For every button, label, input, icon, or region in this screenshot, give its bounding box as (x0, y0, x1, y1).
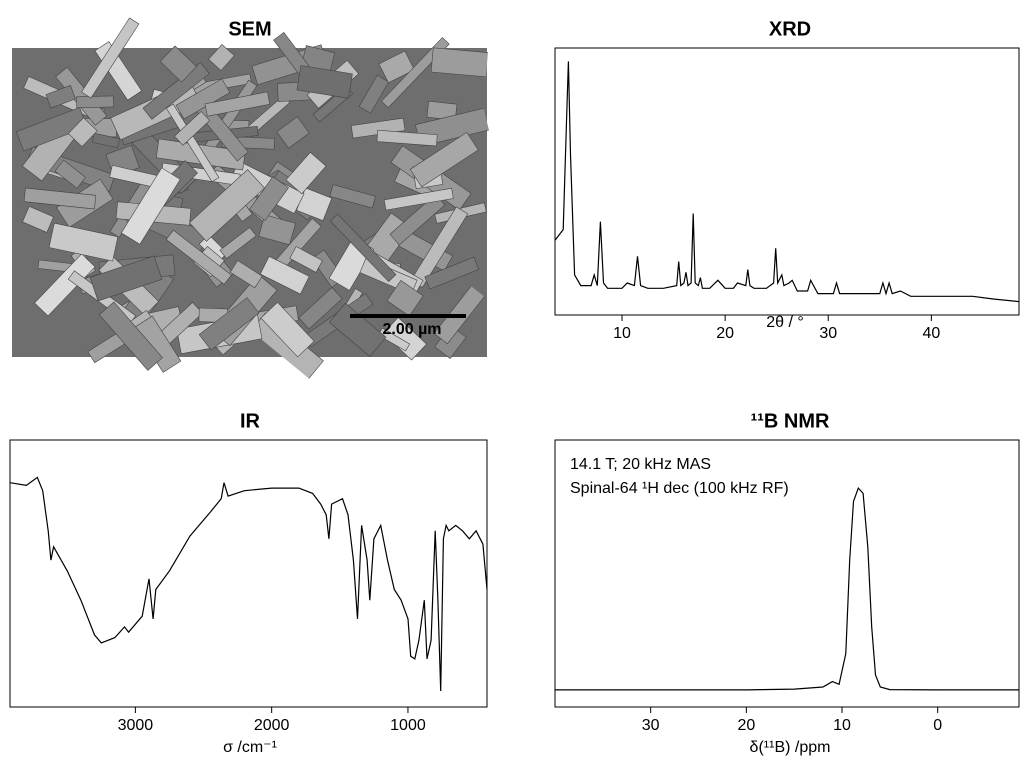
crystal (15, 107, 88, 152)
crystal (383, 187, 454, 211)
crystal (204, 91, 271, 117)
crystal (92, 132, 120, 149)
x-axis-label: σ /cm⁻¹ (223, 739, 277, 756)
x-tick-label: 20 (737, 717, 755, 734)
crystal (219, 226, 257, 260)
crystal (174, 111, 211, 146)
crystal (430, 47, 489, 78)
crystal (34, 253, 96, 317)
crystal (259, 255, 310, 295)
spectrum-line (555, 486, 1019, 691)
crystal (81, 17, 140, 99)
crystal (329, 184, 376, 209)
crystal (258, 214, 296, 246)
crystal (159, 45, 197, 83)
crystal (296, 65, 353, 99)
crystal (276, 116, 310, 149)
panel-title: ¹¹B NMR (751, 410, 830, 432)
crystal (23, 187, 97, 210)
crystal (120, 167, 181, 245)
crystal (378, 50, 415, 84)
x-axis-label: δ(¹¹B) /ppm (750, 739, 831, 756)
crystal (329, 213, 397, 283)
crystal (54, 159, 86, 189)
crystal (328, 302, 387, 357)
x-tick-label: 0 (933, 717, 942, 734)
x-tick-label: 20 (716, 325, 734, 342)
crystal (380, 37, 450, 109)
x-tick-label: 3000 (118, 717, 154, 734)
plot-frame (554, 439, 1020, 708)
crystal (376, 129, 438, 147)
crystal (260, 301, 315, 358)
x-tick-label: 10 (833, 717, 851, 734)
panel-title: SEM (228, 18, 271, 40)
x-tick-label: 2000 (254, 717, 290, 734)
scale-bar-label: 2.00 µm (382, 321, 441, 338)
crystal (89, 255, 163, 302)
x-tick-label: 30 (642, 717, 660, 734)
crystal (358, 74, 390, 114)
spectrum-line (9, 476, 488, 692)
plot-frame (9, 439, 488, 708)
crystal (382, 317, 427, 361)
x-tick-label: 30 (819, 325, 837, 342)
crystal (67, 117, 98, 148)
crystal (48, 222, 119, 262)
crystal (298, 286, 343, 330)
panel-title: XRD (769, 18, 811, 40)
crystal (142, 62, 210, 120)
crystal (377, 327, 411, 352)
x-tick-label: 40 (922, 325, 940, 342)
annotation: 14.1 T; 20 kHz MAS (570, 456, 711, 473)
crystal (188, 169, 265, 242)
crystal (249, 176, 289, 221)
crystal (229, 260, 263, 289)
crystal (76, 95, 114, 109)
crystal (98, 301, 163, 371)
crystal (165, 229, 232, 285)
annotation: Spinal-64 ¹H dec (100 kHz RF) (570, 480, 789, 497)
crystal (198, 297, 260, 351)
crystal (285, 151, 327, 195)
crystal (208, 43, 235, 71)
spectrum-line (554, 61, 1020, 303)
plot-frame (554, 47, 1020, 316)
crystal (289, 246, 323, 273)
crystal (409, 131, 479, 188)
crystal (424, 256, 480, 290)
crystal (165, 103, 220, 183)
x-axis-label: 2θ / ° (766, 314, 804, 331)
crystal (45, 85, 76, 109)
crystal (22, 205, 54, 233)
crystal (386, 280, 424, 317)
x-tick-label: 10 (613, 325, 631, 342)
x-tick-label: 1000 (390, 717, 426, 734)
panel-title: IR (240, 410, 261, 432)
